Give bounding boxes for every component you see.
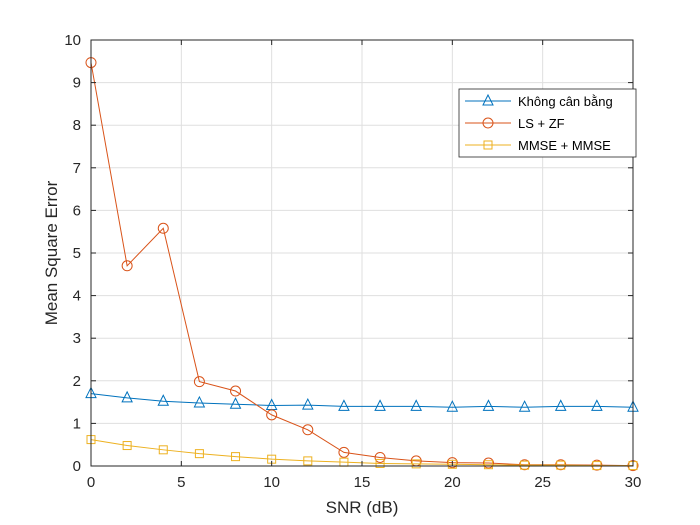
data-point <box>446 400 459 412</box>
y-tick-label: 4 <box>73 288 81 305</box>
data-point <box>554 399 567 411</box>
y-tick-label: 2 <box>73 373 81 390</box>
x-tick-label: 0 <box>87 474 95 491</box>
y-tick-label: 9 <box>73 75 81 92</box>
y-tick-label: 3 <box>73 330 81 347</box>
legend-marker <box>482 93 494 106</box>
y-axis-title: Mean Square Error <box>42 180 61 325</box>
data-point <box>410 399 423 411</box>
data-point <box>591 399 603 411</box>
legend-label: MMSE + MMSE <box>518 138 611 153</box>
data-point <box>374 451 386 463</box>
data-point <box>193 376 205 388</box>
data-point <box>483 460 493 470</box>
legend-label: LS + ZF <box>518 116 565 131</box>
data-point <box>556 460 566 470</box>
data-point <box>446 457 458 469</box>
data-point <box>157 222 169 234</box>
data-point <box>482 457 494 469</box>
data-point <box>121 260 133 272</box>
data-point <box>482 399 495 411</box>
y-tick-label: 8 <box>73 117 81 134</box>
y-tick-label: 6 <box>73 202 81 219</box>
data-point <box>301 397 314 410</box>
legend-marker <box>483 140 493 150</box>
x-axis-title: SNR (dB) <box>326 498 399 517</box>
data-point <box>230 385 242 397</box>
data-point <box>302 424 314 436</box>
x-tick-label: 5 <box>177 474 185 491</box>
data-point <box>157 394 170 406</box>
legend-entry: MMSE + MMSE <box>465 138 611 153</box>
data-point <box>374 399 386 411</box>
legend-entry: Không cân bằng <box>465 93 613 109</box>
axis-ticks: 0 5 10 15 20 25 30 0 1 2 3 4 5 6 7 8 9 10 <box>64 32 641 491</box>
legend-marker <box>482 117 494 129</box>
data-point <box>122 441 132 451</box>
y-tick-label: 5 <box>73 245 81 262</box>
data-point <box>375 458 385 468</box>
x-tick-label: 20 <box>444 474 461 491</box>
data-point <box>229 397 242 409</box>
x-tick-label: 25 <box>534 474 551 491</box>
y-tick-label: 0 <box>73 458 81 475</box>
data-point <box>121 390 133 403</box>
series-line <box>90 393 634 408</box>
data-point <box>266 409 278 421</box>
data-point <box>303 456 313 466</box>
data-point <box>231 452 241 462</box>
data-point <box>520 460 530 470</box>
legend-label: Không cân bằng <box>518 94 613 109</box>
y-tick-label: 7 <box>73 160 81 177</box>
x-tick-label: 15 <box>354 474 371 491</box>
x-tick-label: 30 <box>625 474 642 491</box>
data-point <box>411 459 421 469</box>
data-point <box>193 395 206 408</box>
x-tick-label: 10 <box>263 474 280 491</box>
data-point <box>158 445 168 455</box>
y-tick-label: 1 <box>73 415 81 432</box>
legend: Không cân bằng LS + ZF MMSE + MMSE <box>458 88 637 158</box>
legend-entry: LS + ZF <box>465 116 565 131</box>
data-point <box>518 400 531 412</box>
data-point <box>194 449 204 459</box>
data-point <box>447 459 457 469</box>
data-point <box>338 399 350 411</box>
y-tick-label: 10 <box>64 32 81 49</box>
data-point <box>338 446 350 458</box>
